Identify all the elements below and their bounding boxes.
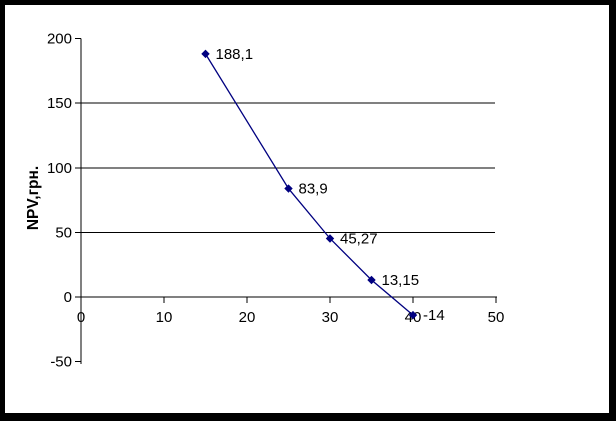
data-point-label: -14	[423, 307, 445, 324]
x-tick-label: 20	[239, 309, 256, 326]
data-point-label: 13,15	[382, 272, 420, 289]
x-tick-label: 30	[322, 309, 339, 326]
y-tick-label: 200	[47, 31, 72, 48]
y-tick-label: 50	[55, 224, 72, 241]
y-tick-label: 100	[47, 160, 72, 177]
data-point-label: 45,27	[340, 230, 378, 247]
data-point-marker	[201, 49, 210, 59]
x-tick-label: 0	[77, 309, 85, 326]
data-point-marker	[367, 275, 376, 285]
x-tick-label: 50	[488, 309, 505, 326]
data-point-label: 188,1	[216, 46, 254, 63]
data-point-marker	[284, 184, 293, 193]
npv-line-chart: -5005010015020001020304050188,183,945,27…	[25, 31, 504, 371]
y-tick-label: -50	[50, 354, 72, 371]
y-tick-label: 150	[47, 95, 72, 112]
y-tick-label: 0	[64, 289, 72, 306]
x-tick-label: 10	[156, 309, 173, 326]
y-axis-title: NPV,грн.	[25, 166, 42, 230]
data-point-label: 83,9	[299, 181, 328, 198]
data-point-marker	[408, 310, 418, 320]
plot-area: -5005010015020001020304050188,183,945,27…	[47, 31, 504, 371]
data-point-marker	[325, 234, 335, 243]
